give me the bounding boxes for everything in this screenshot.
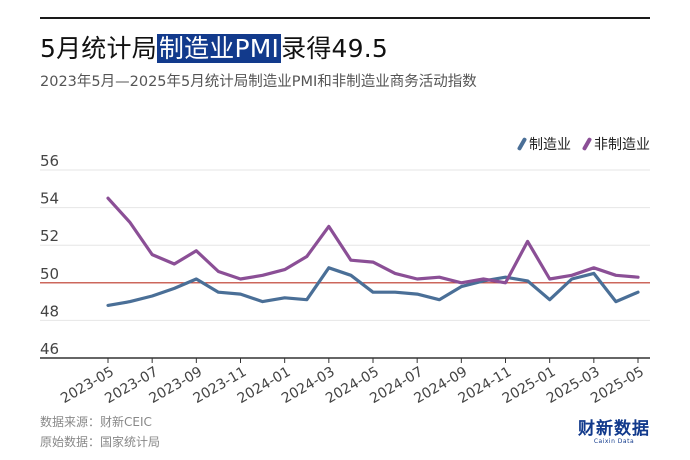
top-rule <box>40 17 650 19</box>
legend: 制造业 非制造业 <box>516 134 650 154</box>
logo-cn: 财新数据 <box>578 419 650 439</box>
y-tick-label: 52 <box>40 227 59 245</box>
logo-en: Caixin Data <box>593 438 635 445</box>
y-tick-label: 46 <box>40 340 59 358</box>
legend-label-manufacturing: 制造业 <box>529 137 571 153</box>
caixin-data-logo: 财新数据 Caixin Data <box>578 420 650 446</box>
legend-item-non-manufacturing: 非制造业 <box>581 134 650 154</box>
footer-source: 数据来源：财新CEIC <box>40 415 152 429</box>
y-tick-label: 48 <box>40 302 59 320</box>
title-prefix: 5月统计局 <box>40 34 157 63</box>
title-suffix: 录得49.5 <box>281 34 389 63</box>
chart-title: 5月统计局制造业PMI录得49.5 <box>40 29 388 65</box>
y-tick-label: 56 <box>40 152 59 170</box>
y-tick-label: 50 <box>40 265 59 283</box>
series-line-non-manufacturing <box>106 196 640 285</box>
footer-origin: 原始数据：国家统计局 <box>40 435 161 449</box>
series-line-manufacturing <box>106 266 640 307</box>
title-highlight: 制造业PMI <box>156 34 282 63</box>
legend-label-non-manufacturing: 非制造业 <box>594 137 650 153</box>
y-tick-label: 54 <box>40 190 59 208</box>
chart-subtitle: 2023年5月—2025年5月统计局制造业PMI和非制造业商务活动指数 <box>40 74 477 90</box>
legend-item-manufacturing: 制造业 <box>516 134 571 154</box>
